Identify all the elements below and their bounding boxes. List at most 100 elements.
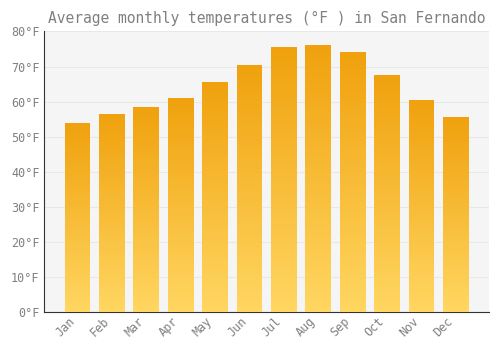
Bar — [134, 201, 159, 202]
Bar — [168, 149, 194, 151]
Bar — [99, 194, 125, 196]
Bar — [64, 269, 90, 270]
Bar — [202, 137, 228, 139]
Bar — [202, 165, 228, 167]
Bar — [134, 158, 159, 159]
Bar — [99, 237, 125, 238]
Bar — [236, 124, 262, 126]
Bar — [168, 306, 194, 308]
Bar — [443, 167, 468, 168]
Bar — [374, 201, 400, 203]
Bar — [374, 134, 400, 135]
Bar — [64, 130, 90, 131]
Bar — [271, 104, 297, 105]
Bar — [271, 75, 297, 77]
Bar — [306, 214, 331, 216]
Bar — [64, 169, 90, 170]
Bar — [99, 114, 125, 115]
Bar — [340, 177, 365, 179]
Bar — [306, 186, 331, 188]
Bar — [271, 128, 297, 130]
Bar — [236, 198, 262, 200]
Bar — [202, 128, 228, 130]
Bar — [236, 182, 262, 183]
Bar — [168, 260, 194, 262]
Bar — [236, 259, 262, 261]
Bar — [134, 287, 159, 288]
Bar — [443, 264, 468, 265]
Bar — [408, 163, 434, 165]
Bar — [64, 237, 90, 239]
Bar — [64, 128, 90, 129]
Bar — [134, 291, 159, 293]
Bar — [134, 120, 159, 122]
Bar — [64, 187, 90, 188]
Bar — [64, 298, 90, 299]
Bar — [408, 236, 434, 237]
Bar — [134, 149, 159, 150]
Bar — [408, 175, 434, 176]
Bar — [306, 191, 331, 193]
Bar — [168, 280, 194, 282]
Bar — [168, 196, 194, 198]
Bar — [236, 107, 262, 109]
Bar — [168, 139, 194, 141]
Bar — [408, 108, 434, 110]
Bar — [340, 61, 365, 63]
Bar — [202, 249, 228, 251]
Bar — [340, 281, 365, 282]
Bar — [271, 144, 297, 146]
Bar — [408, 142, 434, 144]
Bar — [306, 200, 331, 202]
Bar — [168, 174, 194, 175]
Bar — [306, 294, 331, 296]
Bar — [271, 303, 297, 305]
Bar — [168, 205, 194, 206]
Bar — [340, 148, 365, 149]
Bar — [202, 307, 228, 309]
Bar — [64, 275, 90, 276]
Bar — [64, 199, 90, 201]
Bar — [64, 260, 90, 261]
Bar — [374, 160, 400, 162]
Bar — [99, 238, 125, 239]
Bar — [374, 301, 400, 302]
Bar — [168, 142, 194, 144]
Bar — [236, 279, 262, 280]
Bar — [64, 289, 90, 290]
Bar — [99, 208, 125, 209]
Bar — [306, 166, 331, 168]
Bar — [271, 125, 297, 127]
Bar — [168, 126, 194, 128]
Bar — [64, 131, 90, 133]
Bar — [340, 286, 365, 288]
Bar — [134, 164, 159, 166]
Bar — [134, 285, 159, 286]
Bar — [271, 261, 297, 262]
Bar — [134, 161, 159, 163]
Bar — [168, 98, 194, 99]
Bar — [374, 284, 400, 285]
Bar — [306, 152, 331, 154]
Bar — [340, 293, 365, 294]
Bar — [134, 222, 159, 223]
Bar — [374, 145, 400, 146]
Bar — [99, 218, 125, 219]
Bar — [408, 258, 434, 259]
Bar — [374, 290, 400, 291]
Bar — [374, 258, 400, 260]
Bar — [202, 296, 228, 298]
Bar — [374, 287, 400, 288]
Bar — [64, 264, 90, 265]
Bar — [202, 102, 228, 104]
Bar — [306, 177, 331, 178]
Bar — [408, 282, 434, 284]
Bar — [443, 231, 468, 233]
Bar — [443, 216, 468, 217]
Bar — [306, 56, 331, 58]
Bar — [99, 118, 125, 119]
Bar — [374, 93, 400, 94]
Bar — [340, 52, 365, 54]
Bar — [408, 128, 434, 130]
Bar — [64, 164, 90, 166]
